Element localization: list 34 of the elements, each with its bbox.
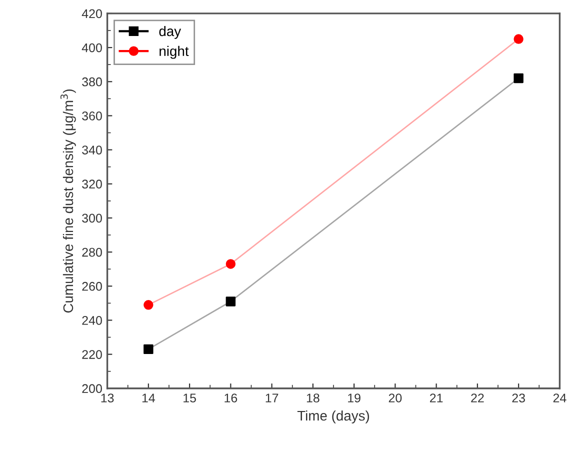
x-tick-label: 19 [348, 394, 360, 402]
x-tick-label: 23 [512, 394, 525, 402]
point [514, 73, 524, 84]
point [226, 296, 236, 306]
y-tick-label: 240 [82, 316, 102, 325]
y-tick-label: 200 [82, 384, 102, 394]
legend-label: day [159, 26, 182, 39]
point [144, 300, 154, 310]
point [144, 344, 154, 354]
y-tick-label: 340 [82, 146, 102, 154]
y-tick-label: 300 [82, 214, 102, 223]
y-tick-label: 400 [82, 43, 102, 52]
y-tick-label: 320 [82, 180, 102, 189]
x-tick-label: 15 [184, 394, 196, 402]
y-tick-label: 360 [82, 112, 102, 120]
x-tick-label: 16 [224, 394, 238, 402]
x-tick-label: 13 [101, 394, 114, 402]
x-tick-label: 14 [142, 394, 156, 402]
x-axis-title: Time (days) [297, 410, 370, 424]
legend-label: night [160, 46, 189, 59]
y-tick-label: 260 [82, 282, 102, 291]
x-tick-label: 21 [430, 394, 443, 402]
x-tick-label: 22 [471, 394, 484, 402]
y-tick-label: 420 [82, 9, 102, 18]
y-axis-title: Cumulative fine dust density (μg/m$^{3}$) [60, 89, 76, 313]
x-tick-label: 17 [266, 394, 278, 402]
y-tick-label: 220 [82, 350, 102, 359]
y-tick-label: 380 [82, 77, 102, 86]
y-tick-label: 280 [82, 248, 102, 257]
point [226, 259, 236, 269]
point [514, 34, 524, 44]
x-tick-label: 20 [388, 394, 402, 402]
x-tick-label: 24 [553, 394, 566, 402]
x-tick-label: 18 [306, 394, 320, 402]
